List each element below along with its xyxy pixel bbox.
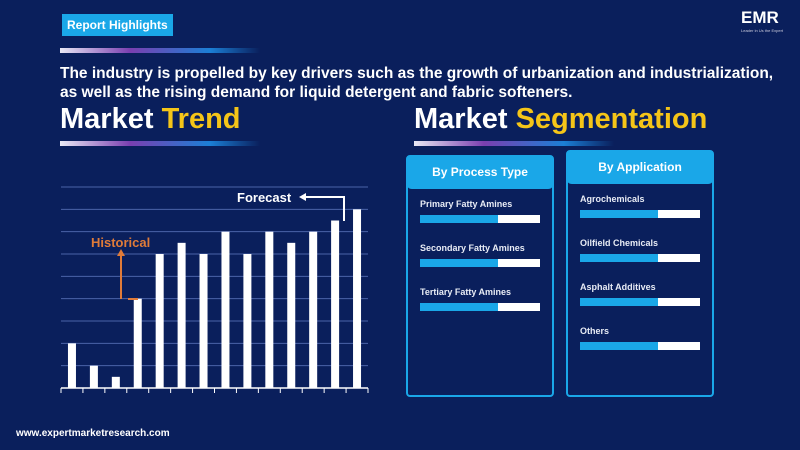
segment-bar-fill xyxy=(580,342,658,350)
segment-item: Others xyxy=(580,326,712,350)
segment-label: Tertiary Fatty Amines xyxy=(420,287,512,297)
bar-7 xyxy=(199,254,208,388)
bar-9 xyxy=(243,254,252,388)
logo-tagline: Leader in Us the Expert xyxy=(741,28,784,33)
bar-6 xyxy=(177,242,186,388)
historical-arrowhead xyxy=(117,249,125,256)
bar-11 xyxy=(287,242,296,388)
bar-5 xyxy=(155,254,164,388)
segment-bar xyxy=(580,210,700,218)
segment-item: Oilfield Chemicals xyxy=(580,238,712,262)
segment-item: Secondary Fatty Amines xyxy=(420,243,552,267)
segment-bar xyxy=(580,342,700,350)
segment-bar xyxy=(580,254,700,262)
segment-bar xyxy=(420,215,540,223)
divider xyxy=(60,48,260,53)
segment-item: Primary Fatty Amines xyxy=(420,199,552,223)
forecast-arrow xyxy=(305,196,345,221)
title-highlight: Trend xyxy=(161,103,241,135)
intro-text: The industry is propelled by key drivers… xyxy=(60,65,774,101)
segment-bar-fill xyxy=(580,254,658,262)
segment-label: Primary Fatty Amines xyxy=(420,199,513,209)
segment-label: Secondary Fatty Amines xyxy=(420,243,525,253)
segment-item: Tertiary Fatty Amines xyxy=(420,287,552,311)
process-type-header: By Process Type xyxy=(406,155,554,189)
process-type-panel: By Process Type Primary Fatty Amines Seco… xyxy=(406,155,554,397)
logo-text: EMR xyxy=(741,8,779,27)
title-highlight: Segmentation xyxy=(515,103,708,135)
bar-1 xyxy=(67,343,76,388)
application-panel: By Application Agrochemicals Oilfield Che… xyxy=(566,150,714,397)
segment-item: Agrochemicals xyxy=(580,194,712,218)
forecast-arrowhead xyxy=(299,193,306,201)
market-segmentation-title: Market Segmentation xyxy=(414,103,707,136)
segment-item: Asphalt Additives xyxy=(580,282,712,306)
bar-4 xyxy=(133,298,142,388)
emr-logo: EMR Leader in Us the Expert xyxy=(741,8,785,38)
bar-3 xyxy=(111,376,120,388)
segment-label: Asphalt Additives xyxy=(580,282,656,292)
bar-10 xyxy=(265,231,274,388)
title-part: Market xyxy=(60,103,154,135)
title-part: Market xyxy=(414,103,508,135)
bar-8 xyxy=(221,231,230,388)
segment-bar-fill xyxy=(420,303,498,311)
bar-2 xyxy=(89,365,98,388)
segment-bar-fill xyxy=(580,210,658,218)
segment-label: Agrochemicals xyxy=(580,194,645,204)
bar-13 xyxy=(331,220,340,388)
bar-14 xyxy=(353,209,362,388)
segment-bar xyxy=(580,298,700,306)
divider xyxy=(414,141,614,146)
segment-label: Others xyxy=(580,326,610,336)
divider xyxy=(60,141,260,146)
segment-bar-fill xyxy=(420,259,498,267)
bar-12 xyxy=(309,231,318,388)
segment-bar-fill xyxy=(420,215,498,223)
segment-bar xyxy=(420,259,540,267)
market-trend-title: Market Trend xyxy=(60,103,241,136)
application-header: By Application xyxy=(566,150,714,184)
website-url: www.expertmarketresearch.com xyxy=(16,428,170,439)
forecast-label: Forecast xyxy=(237,190,292,205)
report-highlights-badge: Report Highlights xyxy=(62,14,173,36)
historical-label: Historical xyxy=(91,235,150,250)
segment-label: Oilfield Chemicals xyxy=(580,238,659,248)
segment-bar-fill xyxy=(580,298,658,306)
segment-bar xyxy=(420,303,540,311)
historical-arrow xyxy=(120,255,138,300)
